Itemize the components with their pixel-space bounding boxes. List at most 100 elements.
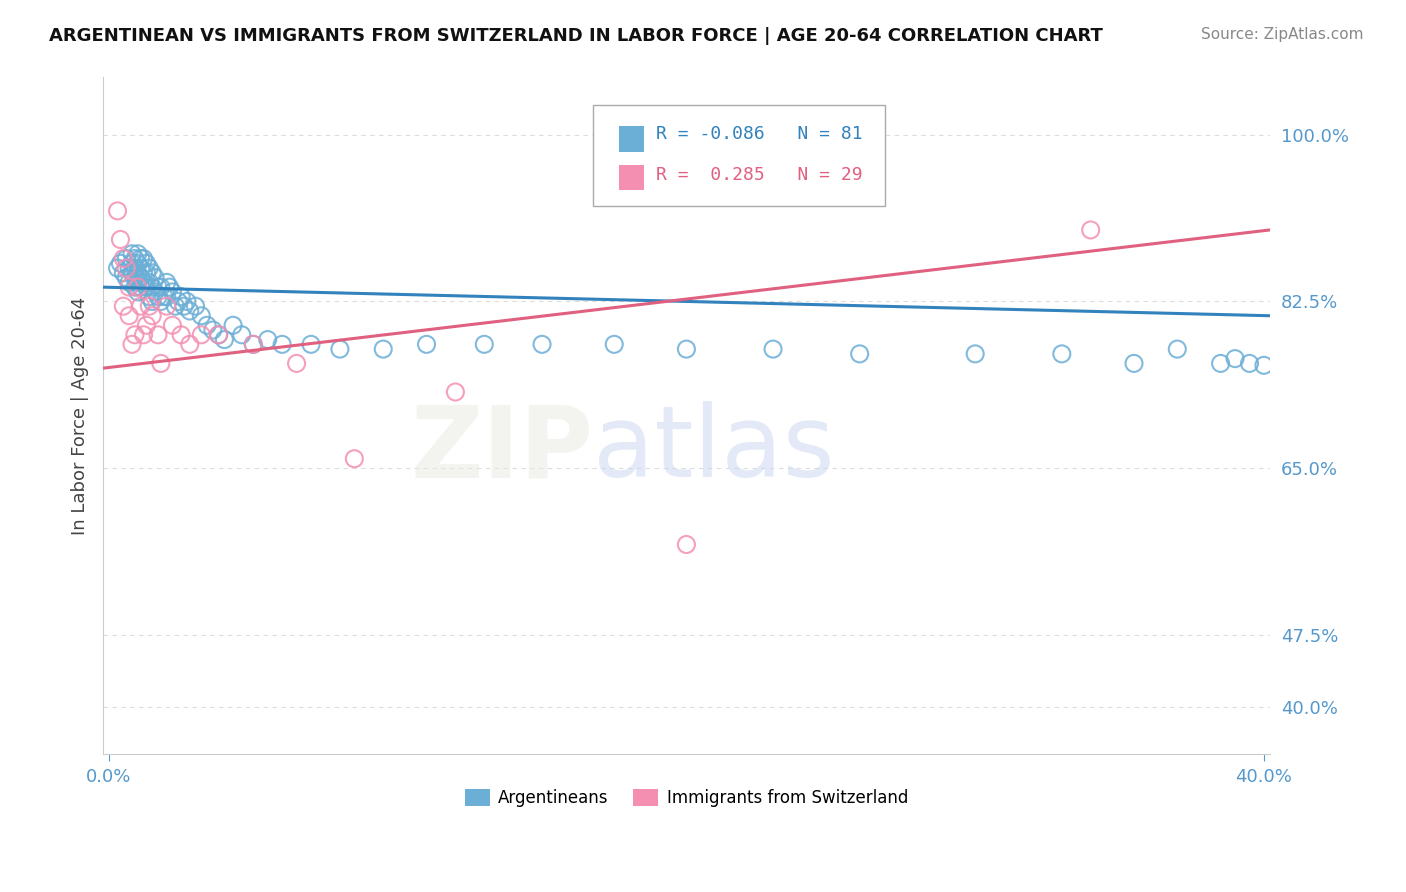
Point	[132, 276, 155, 290]
Point	[162, 285, 184, 299]
Bar	[619, 165, 644, 191]
Point	[1223, 351, 1246, 366]
Point	[143, 270, 166, 285]
Point	[127, 285, 149, 299]
Point	[146, 327, 169, 342]
Text: ARGENTINEAN VS IMMIGRANTS FROM SWITZERLAND IN LABOR FORCE | AGE 20-64 CORRELATIO: ARGENTINEAN VS IMMIGRANTS FROM SWITZERLA…	[49, 27, 1104, 45]
Point	[138, 261, 160, 276]
Point	[138, 276, 160, 290]
Point	[242, 337, 264, 351]
Point	[143, 285, 166, 299]
Point	[179, 337, 201, 351]
Point	[110, 256, 132, 270]
Point	[127, 280, 149, 294]
Point	[141, 294, 163, 309]
Point	[127, 266, 149, 280]
Point	[135, 318, 157, 333]
Point	[176, 294, 198, 309]
Point	[118, 280, 141, 294]
Point	[146, 280, 169, 294]
Legend: Argentineans, Immigrants from Switzerland: Argentineans, Immigrants from Switzerlan…	[458, 782, 915, 814]
Point	[132, 252, 155, 266]
Point	[762, 342, 785, 356]
Point	[190, 327, 212, 342]
Point	[343, 451, 366, 466]
Point	[141, 309, 163, 323]
Point	[107, 261, 129, 276]
Point	[112, 252, 135, 266]
Text: R =  0.285   N = 29: R = 0.285 N = 29	[657, 166, 863, 184]
Point	[141, 266, 163, 280]
Point	[129, 280, 152, 294]
Point	[231, 327, 253, 342]
Point	[167, 294, 190, 309]
Text: ZIP: ZIP	[411, 401, 593, 498]
Point	[195, 318, 218, 333]
Point	[329, 342, 352, 356]
Point	[1209, 356, 1232, 370]
Point	[152, 290, 174, 304]
Point	[1253, 359, 1275, 373]
Point	[1166, 342, 1188, 356]
Point	[138, 290, 160, 304]
Point	[1050, 347, 1073, 361]
Point	[115, 261, 138, 276]
Point	[444, 384, 467, 399]
Point	[112, 266, 135, 280]
Point	[118, 261, 141, 276]
Point	[121, 247, 143, 261]
Point	[207, 327, 229, 342]
Point	[179, 304, 201, 318]
Point	[165, 299, 187, 313]
Point	[1080, 223, 1102, 237]
Point	[110, 232, 132, 246]
Point	[127, 247, 149, 261]
Point	[170, 290, 193, 304]
Point	[156, 290, 179, 304]
Point	[1123, 356, 1146, 370]
Point	[848, 347, 870, 361]
Point	[149, 356, 172, 370]
Point	[129, 299, 152, 313]
Text: atlas: atlas	[593, 401, 835, 498]
Point	[156, 276, 179, 290]
Point	[531, 337, 554, 351]
Point	[242, 337, 264, 351]
Point	[472, 337, 495, 351]
Point	[149, 280, 172, 294]
Text: Source: ZipAtlas.com: Source: ZipAtlas.com	[1201, 27, 1364, 42]
Point	[124, 261, 146, 276]
Point	[201, 323, 224, 337]
Point	[285, 356, 308, 370]
Point	[135, 280, 157, 294]
Point	[132, 327, 155, 342]
Point	[162, 318, 184, 333]
Point	[115, 270, 138, 285]
Point	[129, 252, 152, 266]
Point	[207, 327, 229, 342]
Point	[112, 299, 135, 313]
Y-axis label: In Labor Force | Age 20-64: In Labor Force | Age 20-64	[72, 297, 89, 535]
Point	[190, 309, 212, 323]
Point	[256, 333, 278, 347]
Point	[115, 252, 138, 266]
Point	[603, 337, 626, 351]
Point	[121, 256, 143, 270]
Point	[222, 318, 245, 333]
Point	[184, 299, 207, 313]
Point	[118, 276, 141, 290]
Point	[132, 266, 155, 280]
Point	[156, 299, 179, 313]
Point	[127, 256, 149, 270]
Bar	[619, 126, 644, 152]
Point	[146, 290, 169, 304]
Point	[675, 342, 697, 356]
Point	[121, 337, 143, 351]
Text: R = -0.086   N = 81: R = -0.086 N = 81	[657, 125, 863, 143]
FancyBboxPatch shape	[593, 104, 884, 206]
Point	[170, 327, 193, 342]
Point	[149, 294, 172, 309]
Point	[138, 299, 160, 313]
Point	[127, 276, 149, 290]
Point	[124, 280, 146, 294]
